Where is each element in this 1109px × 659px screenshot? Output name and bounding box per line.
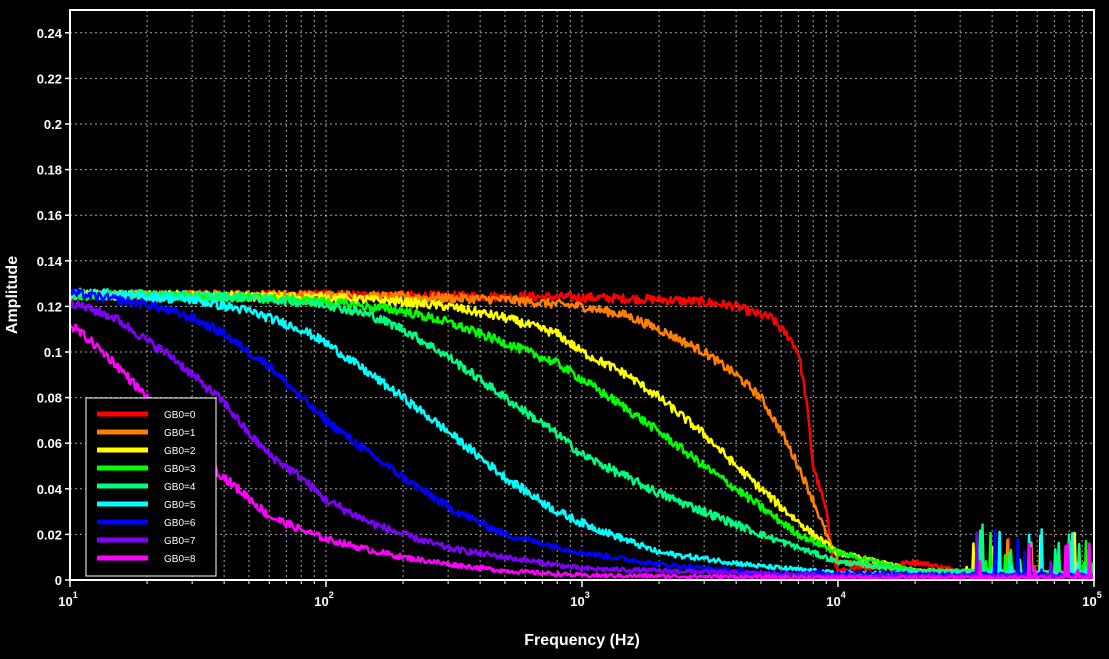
legend-label-7: GB0=7: [164, 536, 196, 547]
series-line-7: [68, 298, 1096, 579]
y-tick-label: 0.2: [44, 117, 62, 132]
legend-label-0: GB0=0: [164, 410, 196, 421]
x-tick-label-exponent: 1: [73, 590, 78, 600]
x-tick-label: 103: [570, 590, 589, 609]
x-tick-label: 104: [826, 590, 845, 609]
y-tick-label: 0.02: [37, 527, 62, 542]
x-tick-label-base: 10: [58, 594, 72, 609]
legend-label-8: GB0=8: [164, 554, 196, 565]
y-tick-label: 0.24: [37, 26, 63, 41]
x-axis-title: Frequency (Hz): [524, 632, 640, 649]
series-line-5: [68, 288, 1095, 579]
legend-label-4: GB0=4: [164, 482, 196, 493]
x-tick-label-exponent: 3: [585, 590, 590, 600]
y-tick-label: 0.22: [37, 71, 62, 86]
x-tick-label: 102: [314, 590, 333, 609]
y-tick-label: 0.18: [37, 163, 62, 178]
y-tick-label: 0.14: [37, 254, 63, 269]
y-tick-label: 0.12: [37, 299, 62, 314]
y-axis-title: Amplitude: [4, 256, 21, 334]
x-tick-label-base: 10: [1082, 594, 1096, 609]
x-tick-label-exponent: 2: [329, 590, 334, 600]
x-tick-label-exponent: 5: [1097, 590, 1102, 600]
legend-label-5: GB0=5: [164, 500, 196, 511]
x-tick-label-exponent: 4: [841, 590, 846, 600]
x-tick-label-base: 10: [314, 594, 328, 609]
legend-label-2: GB0=2: [164, 446, 196, 457]
x-tick-label-base: 10: [826, 594, 840, 609]
y-tick-label: 0.04: [37, 482, 63, 497]
axis-ticks: 0 0.02 0.04 0.06 0.08 0.1 0.12 0.14 0.16 0.18 0.2 0…: [37, 26, 1102, 609]
x-tick-label-base: 10: [570, 594, 584, 609]
legend-label-3: GB0=3: [164, 464, 196, 475]
y-tick-label: 0: [55, 573, 62, 588]
legend-label-6: GB0=6: [164, 518, 196, 529]
y-tick-label: 0.16: [37, 208, 62, 223]
series-line-4: [68, 287, 1096, 577]
y-tick-label: 0.06: [37, 436, 62, 451]
series-lines: [68, 287, 1096, 581]
legend: GB0=0 GB0=1 GB0=2 GB0=3 GB0=4 GB0=5 GB0=6 GB0=7…: [85, 397, 217, 577]
x-tick-label: 105: [1082, 590, 1101, 609]
x-tick-label: 101: [58, 590, 77, 609]
y-tick-label: 0.08: [37, 391, 62, 406]
y-tick-label: 0.1: [44, 345, 62, 360]
legend-label-1: GB0=1: [164, 428, 196, 439]
